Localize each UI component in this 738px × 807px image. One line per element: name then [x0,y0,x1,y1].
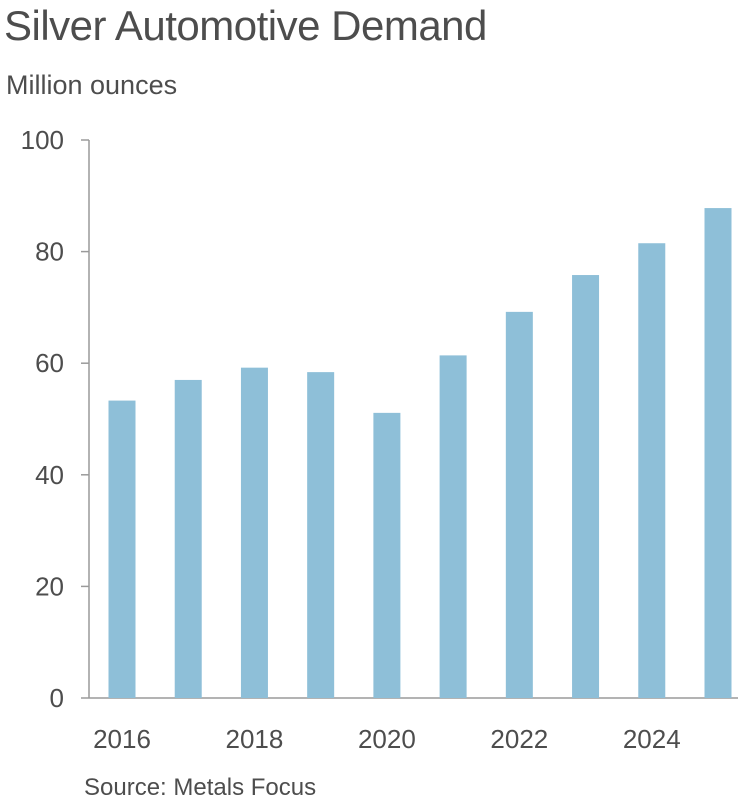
bar-2018 [240,367,268,698]
chart-title: Silver Automotive Demand [4,2,487,49]
y-tick-label: 60 [35,348,64,378]
bar-2020 [373,412,401,698]
bar-2019 [307,372,335,698]
bar-2022 [505,311,533,698]
chart-subtitle: Million ounces [6,70,178,100]
y-tick-label: 40 [35,460,64,490]
y-tick-label: 80 [35,237,64,267]
x-tick-label: 2018 [226,724,284,754]
x-tick-label: 2020 [358,724,416,754]
bars [108,208,732,699]
bar-2024 [638,243,666,699]
y-tick-label: 20 [35,571,64,601]
x-tick-label: 2024 [623,724,681,754]
y-axis: 0 20 40 60 80 100 [21,125,90,713]
bar-2023 [572,275,600,698]
x-tick-label: 2016 [93,724,151,754]
bar-2021 [439,355,467,698]
bar-2016 [108,400,136,698]
x-tick-label: 2022 [490,724,548,754]
y-tick-label: 100 [21,125,64,155]
source-note: Source: Metals Focus [84,774,317,801]
bar-2025 [704,208,732,699]
bar-2017 [174,379,202,698]
y-tick-label: 0 [50,683,64,713]
x-axis: 2016 2018 2020 2022 2024 [89,697,738,754]
